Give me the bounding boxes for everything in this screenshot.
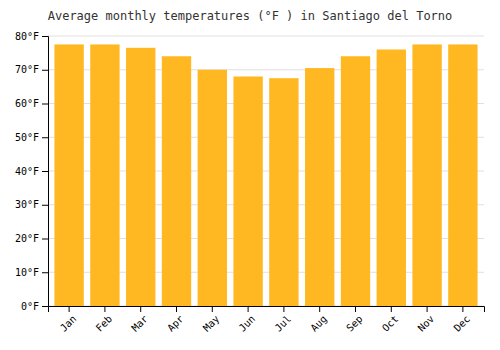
- chart: Average monthly temperatures (°F ) in Sa…: [0, 0, 500, 350]
- x-tick-label: Apr: [165, 313, 186, 334]
- x-tick-mark: [283, 306, 284, 312]
- grid-line: [48, 36, 484, 37]
- plot: Jan Feb Mar Apr May Jun Jul Aug Sep Oct Nov Dec 0°F 1…: [15, 31, 485, 334]
- x-tick: Jan: [58, 306, 79, 334]
- bar: [448, 44, 477, 306]
- y-axis: 0°F 10°F 20°F 30°F 40°F 50°F 60°F 70°F 80°F: [15, 31, 49, 312]
- x-tick-label: Mar: [129, 313, 150, 334]
- x-tick-mark: [391, 306, 392, 312]
- y-tick: 0°F: [21, 301, 48, 312]
- y-tick-mark: [42, 36, 48, 37]
- bar: [341, 56, 370, 306]
- x-tick: Aug: [308, 306, 329, 334]
- x-tick-mark: [176, 306, 177, 312]
- y-axis-line: [42, 37, 49, 307]
- x-axis: Jan Feb Mar Apr May Jun Jul Aug Sep Oct Nov Dec: [49, 306, 485, 334]
- bar: [412, 44, 441, 306]
- y-tick-label: 20°F: [15, 233, 39, 244]
- y-tick-label: 30°F: [15, 199, 39, 210]
- x-tick: Oct: [380, 306, 401, 334]
- x-tick-mark: [69, 306, 70, 312]
- x-tick-mark: [140, 306, 141, 312]
- x-tick-label: Jun: [237, 313, 258, 334]
- x-tick-mark: [212, 306, 213, 312]
- y-tick: 70°F: [15, 64, 48, 75]
- x-tick: May: [201, 306, 222, 334]
- x-tick-mark: [355, 306, 356, 312]
- y-tick-mark: [42, 272, 48, 273]
- y-tick-mark: [42, 171, 48, 172]
- title: Average monthly temperatures (°F ) in Sa…: [48, 9, 453, 23]
- x-tick-label: Jan: [58, 313, 79, 334]
- y-tick-mark: [42, 239, 48, 240]
- x-tick: Jun: [237, 306, 258, 334]
- x-tick: Nov: [416, 306, 437, 334]
- bar: [54, 44, 83, 306]
- x-tick-label: Oct: [380, 313, 401, 334]
- x-tick-mark: [319, 306, 320, 312]
- y-tick: 50°F: [15, 132, 48, 143]
- y-tick-label: 40°F: [15, 166, 39, 177]
- y-tick-label: 0°F: [21, 301, 39, 312]
- x-axis-line: [49, 307, 485, 313]
- y-tick-mark: [42, 137, 48, 138]
- bar: [162, 56, 191, 306]
- x-tick-label: Sep: [344, 313, 365, 334]
- bar: [305, 68, 334, 306]
- x-tick-mark: [462, 306, 463, 312]
- bar: [269, 78, 298, 306]
- y-tick: 30°F: [15, 199, 48, 210]
- y-tick-mark: [42, 306, 48, 307]
- x-tick-label: May: [201, 313, 222, 334]
- y-tick: 80°F: [15, 31, 48, 42]
- bar: [90, 44, 119, 306]
- y-tick-label: 70°F: [15, 64, 39, 75]
- y-tick-mark: [42, 205, 48, 206]
- bar: [233, 77, 262, 307]
- y-tick: 60°F: [15, 98, 48, 109]
- bars: [54, 44, 477, 306]
- y-tick: 20°F: [15, 233, 48, 244]
- bar: [126, 48, 155, 306]
- x-tick-label: Feb: [94, 313, 115, 334]
- y-tick-label: 50°F: [15, 132, 39, 143]
- x-tick: Apr: [165, 306, 186, 334]
- x-tick: Jul: [273, 306, 294, 334]
- x-tick-mark: [427, 306, 428, 312]
- y-tick-label: 60°F: [15, 98, 39, 109]
- x-tick-label: Dec: [452, 313, 473, 334]
- x-tick: Mar: [129, 306, 150, 334]
- x-tick: Dec: [452, 306, 473, 334]
- x-tick-mark: [104, 306, 105, 312]
- x-tick: Sep: [344, 306, 365, 334]
- x-tick: Feb: [94, 306, 115, 334]
- x-tick-label: Aug: [308, 313, 329, 334]
- x-tick-label: Nov: [416, 313, 437, 334]
- grid: [48, 36, 484, 306]
- y-tick: 10°F: [15, 267, 48, 278]
- y-tick-mark: [42, 70, 48, 71]
- bar: [198, 70, 227, 306]
- y-tick-label: 80°F: [15, 31, 39, 42]
- y-tick-mark: [42, 104, 48, 105]
- y-tick: 40°F: [15, 166, 48, 177]
- bar: [377, 50, 406, 307]
- x-tick-mark: [248, 306, 249, 312]
- y-tick-label: 10°F: [15, 267, 39, 278]
- x-tick-label: Jul: [273, 313, 294, 334]
